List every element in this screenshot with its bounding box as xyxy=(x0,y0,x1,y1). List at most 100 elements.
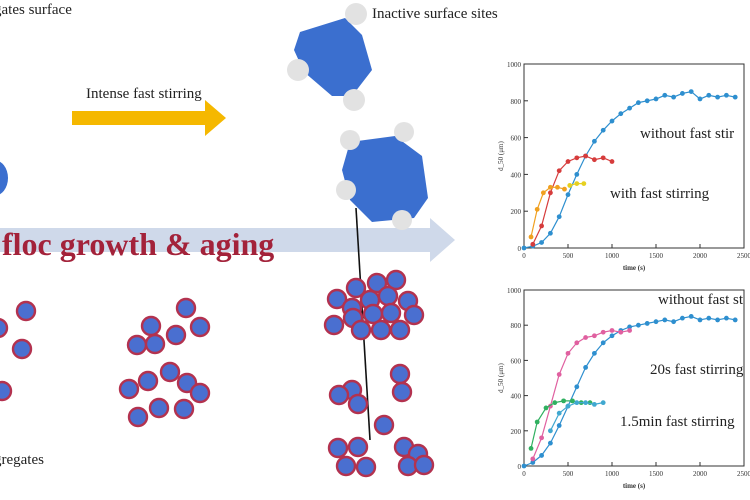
data-point xyxy=(528,446,534,451)
particle xyxy=(11,338,33,360)
data-point xyxy=(627,328,632,333)
data-point xyxy=(600,127,606,133)
annotation-label: without fast stir xyxy=(640,126,734,142)
particle xyxy=(335,455,357,477)
y-axis-label: d_50 (μm) xyxy=(497,363,505,393)
data-point xyxy=(530,460,536,465)
data-point xyxy=(556,423,562,428)
particle xyxy=(189,316,211,338)
inactive-site xyxy=(394,122,414,142)
data-point xyxy=(583,400,588,406)
data-point xyxy=(556,410,562,416)
particle xyxy=(380,302,402,324)
data-point xyxy=(688,314,694,319)
data-point xyxy=(539,453,544,458)
data-point xyxy=(732,317,738,323)
data-point xyxy=(600,329,606,335)
particle xyxy=(0,380,13,402)
data-point xyxy=(539,240,544,245)
inactive-site xyxy=(345,3,367,25)
particle xyxy=(0,318,9,338)
data-point xyxy=(521,463,527,469)
data-point xyxy=(724,315,729,321)
y-tick-label: 200 xyxy=(511,208,522,216)
particle xyxy=(189,382,211,404)
y-tick-label: 800 xyxy=(511,322,522,330)
y-tick-label: 800 xyxy=(511,98,522,106)
label-floc-growth-aging: floc growth & aging xyxy=(2,226,275,262)
particle xyxy=(137,370,159,392)
data-point xyxy=(543,405,549,411)
data-point xyxy=(539,435,544,441)
data-point xyxy=(540,190,546,196)
data-point xyxy=(706,315,712,321)
data-point xyxy=(697,317,703,323)
data-point xyxy=(548,230,553,236)
particle xyxy=(347,436,369,458)
data-point xyxy=(715,94,720,100)
particle xyxy=(385,269,407,291)
x-tick-label: 2500 xyxy=(737,470,750,478)
x-tick-label: 2000 xyxy=(693,252,708,260)
series-line xyxy=(532,155,613,245)
data-point xyxy=(609,333,615,339)
particle xyxy=(127,406,149,428)
floc-shape-middle xyxy=(342,136,428,222)
data-point xyxy=(556,372,562,377)
data-point xyxy=(636,322,641,328)
y-tick-label: 200 xyxy=(511,428,522,436)
y-tick-label: 1000 xyxy=(507,61,522,69)
data-point xyxy=(570,398,575,404)
data-point xyxy=(562,186,567,192)
data-point xyxy=(583,365,588,370)
particle xyxy=(144,333,166,355)
data-point xyxy=(592,350,597,356)
data-point xyxy=(548,440,553,446)
data-point xyxy=(732,94,738,100)
particle xyxy=(173,398,195,420)
floc-fragment xyxy=(0,161,8,195)
data-point xyxy=(556,214,562,220)
y-tick-label: 1000 xyxy=(507,287,522,295)
particle xyxy=(355,456,377,478)
x-axis-label: time (s) xyxy=(623,482,646,490)
particle xyxy=(377,285,399,307)
data-point xyxy=(662,317,668,323)
particle xyxy=(389,319,411,341)
x-tick-label: 1500 xyxy=(649,470,664,478)
data-point xyxy=(548,190,553,196)
data-point xyxy=(636,100,641,106)
particle xyxy=(323,314,345,336)
annotation-label: 20s fast stirring xyxy=(650,362,744,378)
data-point xyxy=(706,92,712,98)
data-point xyxy=(600,400,606,406)
data-point xyxy=(530,456,536,462)
data-point xyxy=(592,157,597,163)
data-point xyxy=(600,340,606,346)
x-tick-label: 0 xyxy=(522,470,526,478)
primary-particles xyxy=(0,269,435,478)
data-point xyxy=(552,400,558,406)
particle xyxy=(326,288,348,310)
y-tick-label: 600 xyxy=(511,135,522,143)
floc-shape-top xyxy=(294,18,372,96)
y-axis-label: d_50 (μm) xyxy=(497,141,505,171)
data-point xyxy=(609,328,615,333)
y-tick-label: 400 xyxy=(511,393,522,401)
data-point xyxy=(574,155,580,161)
data-point xyxy=(565,159,571,164)
x-tick-label: 500 xyxy=(563,252,574,260)
particle xyxy=(413,454,435,476)
data-point xyxy=(565,403,571,409)
data-point xyxy=(556,168,562,174)
particle xyxy=(15,300,37,322)
chart-bottom: 0 200 400 600 800 1000 0 500 1000 1500 2000 2500 tim… xyxy=(497,287,750,490)
data-point xyxy=(528,234,534,240)
label-inactive-sites: Inactive surface sites xyxy=(372,6,498,22)
data-point xyxy=(561,398,566,404)
x-tick-label: 500 xyxy=(563,470,574,478)
data-point xyxy=(724,92,729,98)
data-point xyxy=(627,324,632,330)
x-tick-label: 1000 xyxy=(605,470,620,478)
